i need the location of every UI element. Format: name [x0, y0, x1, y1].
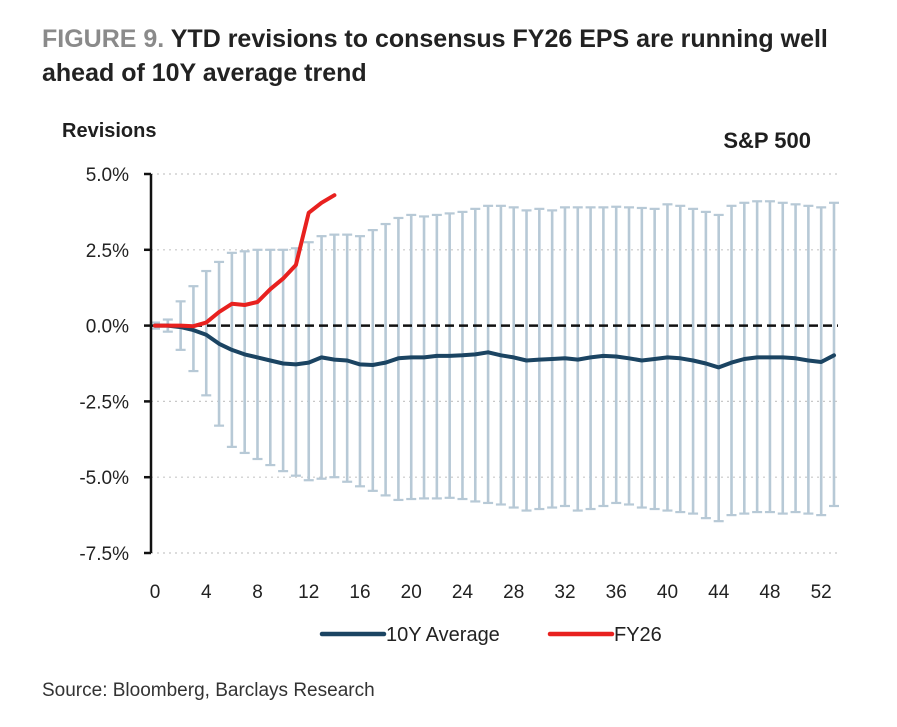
y-tick-label-1: 2.5%	[86, 241, 129, 262]
panel-label: S&P 500	[723, 128, 811, 153]
x-tick-label-12: 12	[298, 582, 319, 603]
y-tick-label-3: -2.5%	[79, 392, 129, 413]
fy26-line	[153, 193, 337, 329]
x-tick-label-28: 28	[503, 582, 524, 603]
x-tick-label-20: 20	[401, 582, 422, 603]
y-tick-label-5: -7.5%	[79, 544, 129, 565]
x-tick-label-32: 32	[554, 582, 575, 603]
axes	[144, 172, 838, 555]
y-tick-label-2: 0.0%	[86, 317, 129, 338]
series-lines	[153, 193, 836, 370]
legend-label-0: 10Y Average	[386, 624, 500, 646]
ten-year-average-line	[153, 323, 836, 370]
legend-label-1: FY26	[614, 624, 662, 646]
figure-title-text: YTD revisions to consensus FY26 EPS are …	[42, 25, 828, 87]
x-tick-label-0: 0	[150, 582, 161, 603]
x-tick-label-36: 36	[606, 582, 627, 603]
x-tick-label-4: 4	[201, 582, 212, 603]
x-tick-label-24: 24	[452, 582, 474, 603]
source-note: Source: Bloomberg, Barclays Research	[42, 680, 375, 701]
x-tick-label-8: 8	[252, 582, 263, 603]
figure-number: FIGURE 9.	[42, 25, 165, 53]
figure-title: FIGURE 9. YTD revisions to consensus FY2…	[42, 22, 862, 90]
legend: 10Y Average FY26	[319, 624, 662, 646]
x-tick-labels: 0 4 8 12 16 20 24 28 32 36 40 44 48 52	[150, 582, 832, 603]
x-tick-label-16: 16	[349, 582, 370, 603]
x-tick-label-44: 44	[708, 582, 730, 603]
y-tick-label-4: -5.0%	[79, 468, 129, 489]
x-tick-label-40: 40	[657, 582, 678, 603]
y-axis-title: Revisions	[62, 120, 157, 142]
x-tick-label-48: 48	[759, 582, 780, 603]
x-tick-label-52: 52	[811, 582, 832, 603]
y-tick-labels: 5.0% 2.5% 0.0% -2.5% -5.0% -7.5%	[79, 165, 129, 565]
y-tick-label-0: 5.0%	[86, 165, 129, 186]
